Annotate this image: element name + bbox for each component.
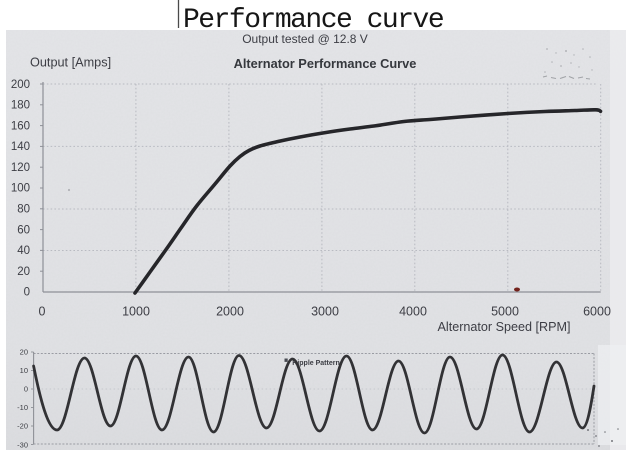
svg-text:1000: 1000 — [122, 305, 150, 319]
svg-text:200: 200 — [11, 79, 30, 91]
svg-text:-20: -20 — [17, 422, 28, 431]
svg-text:4000: 4000 — [399, 305, 427, 319]
svg-text:160: 160 — [11, 120, 30, 132]
svg-text:0: 0 — [39, 305, 46, 319]
svg-text:40: 40 — [17, 245, 30, 257]
svg-text:5000: 5000 — [491, 305, 519, 319]
svg-text:0: 0 — [24, 385, 28, 394]
svg-text:-30: -30 — [17, 441, 28, 450]
svg-text:Alternator Performance Curve: Alternator Performance Curve — [234, 56, 417, 71]
svg-text:140: 140 — [11, 141, 30, 153]
svg-text:2000: 2000 — [216, 305, 244, 319]
svg-text:100: 100 — [11, 183, 30, 195]
svg-text:Output tested @ 12.8 V: Output tested @ 12.8 V — [242, 32, 368, 46]
svg-text:Output [Amps]: Output [Amps] — [30, 56, 111, 70]
svg-text:60: 60 — [17, 224, 30, 236]
svg-text:10: 10 — [20, 366, 28, 375]
svg-text:Performance curve: Performance curve — [183, 5, 443, 36]
svg-text:20: 20 — [17, 266, 30, 278]
svg-text:6000: 6000 — [583, 305, 611, 319]
svg-text:20: 20 — [20, 348, 28, 357]
svg-text:120: 120 — [11, 162, 30, 174]
svg-text:0: 0 — [24, 287, 30, 299]
svg-text:Alternator Speed [RPM]: Alternator Speed [RPM] — [438, 320, 571, 334]
svg-text:180: 180 — [11, 100, 30, 112]
svg-text:Ripple Pattern: Ripple Pattern — [292, 360, 339, 367]
svg-text:3000: 3000 — [311, 305, 339, 319]
svg-text:80: 80 — [17, 204, 30, 216]
svg-text:-10: -10 — [17, 403, 28, 412]
